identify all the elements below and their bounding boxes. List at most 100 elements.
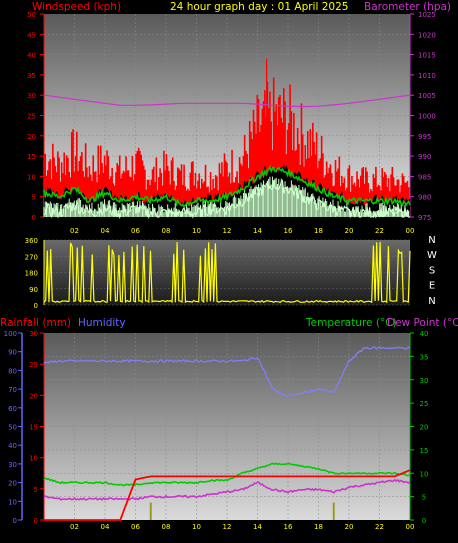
barometer-line — [43, 94, 411, 108]
temp-y-tick-label: 25 — [420, 400, 429, 408]
wind-y-tick-label: 35 — [27, 72, 36, 80]
baro-y-tick-label: 975 — [418, 214, 431, 222]
baro-y-tick-label: 1025 — [418, 11, 436, 19]
wind-y-tick-label: 10 — [27, 173, 36, 181]
rain-y-tick-label: 30 — [29, 330, 38, 338]
compass-n-label: N — [428, 235, 435, 246]
temp-y-tick-label: 20 — [420, 424, 429, 432]
wind-y-tick-label: 5 — [32, 194, 36, 202]
rainfall-title: Rainfall (mm) — [0, 317, 71, 329]
wind-y-tick-label: 40 — [27, 52, 36, 60]
humidity-y-tick-label: 40 — [8, 442, 17, 450]
dir-y-tick-label: 270 — [25, 253, 38, 261]
temp-x-tick-label: 16 — [284, 523, 293, 531]
temp-y-tick-label: 0 — [422, 517, 426, 525]
wind-x-tick-label: 20 — [345, 227, 354, 235]
temp-x-tick-label: 14 — [253, 523, 262, 531]
temp-y-tick-label: 10 — [420, 470, 429, 478]
rain-y-tick-label: 25 — [29, 361, 38, 369]
compass-e-label: E — [429, 281, 435, 292]
temp-y-tick-label: 15 — [420, 447, 429, 455]
windspeed-title: Windspeed (kph) — [32, 1, 121, 13]
rain-bar — [332, 502, 335, 520]
humidity-y-tick-label: 0 — [13, 517, 17, 525]
temp-x-tick-label: 04 — [101, 523, 110, 531]
humidity-y-tick-label: 80 — [8, 367, 17, 375]
temp-x-tick-label: 22 — [375, 523, 384, 531]
temperature-title: Temperature (°C) — [305, 317, 397, 329]
humidity-y-tick-label: 10 — [8, 498, 17, 506]
wind-x-tick-label: 02 — [70, 227, 79, 235]
humidity-y-tick-label: 30 — [8, 461, 17, 469]
rain-y-tick-label: 10 — [29, 455, 38, 463]
temp-y-tick-label: 35 — [420, 353, 429, 361]
dir-y-tick-label: 90 — [29, 286, 38, 294]
wind-x-tick-label: 06 — [131, 227, 140, 235]
compass-n-label: N — [428, 296, 435, 307]
wind-y-tick-label: 25 — [27, 113, 36, 121]
humidity-y-tick-label: 50 — [8, 424, 17, 432]
rain-bar — [149, 502, 152, 520]
humidity-y-tick-label: 60 — [8, 405, 17, 413]
barometer-title: Barometer (hpa) — [364, 1, 451, 13]
baro-y-tick-label: 985 — [418, 173, 431, 181]
baro-y-tick-label: 1005 — [418, 92, 436, 100]
direction-panel-bg — [44, 240, 410, 305]
baro-y-tick-label: 995 — [418, 133, 431, 141]
wind-x-tick-label: 14 — [253, 227, 262, 235]
rain-y-tick-label: 5 — [34, 486, 38, 494]
wind-x-tick-label: 00 — [406, 227, 415, 235]
wind-y-tick-label: 30 — [27, 92, 36, 100]
temp-y-tick-label: 40 — [420, 330, 429, 338]
temp-y-tick-label: 30 — [420, 377, 429, 385]
humidity-line — [43, 346, 411, 398]
wind-avg-trace — [43, 165, 411, 208]
compass-s-label: S — [429, 265, 435, 276]
humidity-y-tick-label: 100 — [4, 330, 17, 338]
rain-y-tick-label: 0 — [34, 517, 38, 525]
temp-x-tick-label: 08 — [162, 523, 171, 531]
wind-direction-trace — [43, 241, 411, 304]
dir-y-tick-label: 180 — [25, 270, 38, 278]
wind-x-tick-label: 08 — [162, 227, 171, 235]
baro-y-tick-label: 990 — [418, 153, 431, 161]
temp-x-tick-label: 00 — [406, 523, 415, 531]
wind-x-tick-label: 10 — [192, 227, 201, 235]
temp-x-tick-label: 18 — [314, 523, 323, 531]
wind-x-tick-label: 18 — [314, 227, 323, 235]
temp-x-tick-label: 06 — [131, 523, 140, 531]
wind-x-tick-label: 16 — [284, 227, 293, 235]
baro-y-tick-label: 1010 — [418, 72, 436, 80]
humidity-title: Humidity — [78, 317, 126, 329]
rain-y-tick-label: 15 — [29, 424, 38, 432]
baro-y-tick-label: 1020 — [418, 31, 436, 39]
wind-x-tick-label: 12 — [223, 227, 232, 235]
rainfall-line — [44, 469, 411, 521]
humidity-y-tick-label: 20 — [8, 480, 17, 488]
compass-w-label: W — [427, 250, 437, 261]
wind-y-tick-label: 0 — [32, 214, 36, 222]
wind-y-tick-label: 20 — [27, 133, 36, 141]
wind-y-tick-label: 15 — [27, 153, 36, 161]
baro-y-tick-label: 1015 — [418, 52, 436, 60]
wind-y-tick-label: 50 — [27, 11, 36, 19]
wind-x-tick-label: 22 — [375, 227, 384, 235]
temp-y-tick-label: 5 — [422, 494, 426, 502]
chart-title: 24 hour graph day : 01 April 2025 — [170, 1, 348, 13]
dewpoint-line — [43, 478, 411, 501]
dewpoint-title: Dew Point (°C) — [387, 317, 458, 329]
temp-x-tick-label: 20 — [345, 523, 354, 531]
temperature-line — [43, 462, 411, 487]
temp-x-tick-label: 02 — [70, 523, 79, 531]
temp-x-tick-label: 12 — [223, 523, 232, 531]
wind-y-tick-label: 45 — [27, 31, 36, 39]
baro-y-tick-label: 1000 — [418, 113, 436, 121]
humidity-y-tick-label: 90 — [8, 349, 17, 357]
dir-y-tick-label: 360 — [25, 237, 38, 245]
wind-x-tick-label: 04 — [101, 227, 110, 235]
dir-y-tick-label: 0 — [34, 302, 38, 310]
humidity-y-tick-label: 70 — [8, 386, 17, 394]
temp-x-tick-label: 10 — [192, 523, 201, 531]
